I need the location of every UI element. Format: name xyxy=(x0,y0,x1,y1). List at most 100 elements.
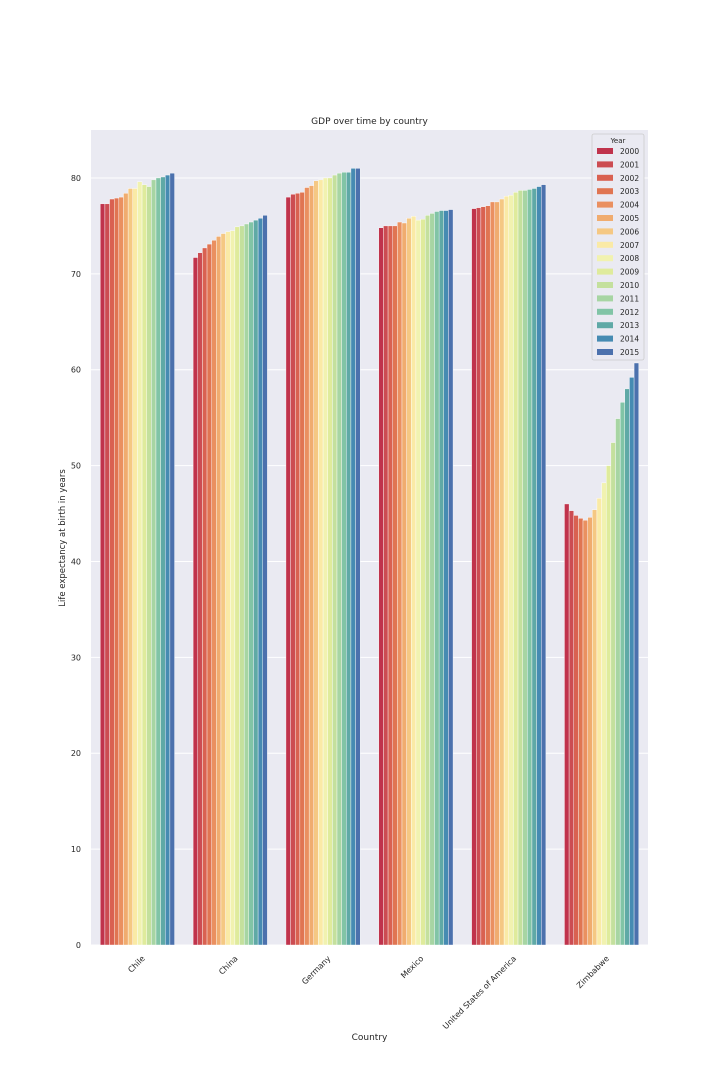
bar xyxy=(285,196,291,946)
legend-swatch xyxy=(597,174,613,181)
bar xyxy=(127,188,133,946)
x-tick-label: Mexico xyxy=(399,954,425,980)
bar xyxy=(308,185,314,946)
bar xyxy=(132,188,138,946)
bar xyxy=(615,418,621,946)
bar xyxy=(629,377,635,946)
bar xyxy=(304,187,310,946)
bar xyxy=(230,230,236,946)
bar xyxy=(299,192,305,946)
bar xyxy=(104,203,110,946)
bar xyxy=(341,171,347,946)
bar xyxy=(295,193,301,946)
bar xyxy=(165,174,171,946)
y-tick-labels: 0 10 20 30 40 50 60 70 80 xyxy=(71,174,81,950)
chart-title: GDP over time by country xyxy=(311,117,428,127)
legend-entry: 2006 xyxy=(620,227,639,236)
x-tick-labels: Chile China Germany Mexico United States of … xyxy=(126,954,611,1031)
bar xyxy=(239,225,245,946)
bar xyxy=(564,503,570,946)
bar xyxy=(192,257,198,946)
bar xyxy=(471,208,477,946)
legend-swatch xyxy=(597,282,613,288)
legend-entry: 2012 xyxy=(620,308,639,317)
bar xyxy=(527,189,533,946)
bar xyxy=(327,177,333,946)
bar xyxy=(257,218,263,946)
x-tick-label: Germany xyxy=(300,954,333,987)
bar xyxy=(392,225,398,946)
x-axis-label: Country xyxy=(352,1033,388,1043)
bar xyxy=(253,219,259,946)
bar xyxy=(100,203,106,946)
bar xyxy=(397,221,403,946)
bar xyxy=(568,510,574,946)
bar xyxy=(619,402,625,946)
bar xyxy=(318,179,324,946)
bar xyxy=(202,247,208,946)
bar xyxy=(624,388,630,946)
gridlines xyxy=(91,177,648,946)
legend-entry: 2004 xyxy=(620,201,639,210)
bar xyxy=(197,252,203,946)
bar xyxy=(114,197,120,946)
legend-swatch xyxy=(597,241,613,248)
bar xyxy=(141,184,147,946)
bar xyxy=(243,223,250,946)
bar xyxy=(383,225,389,946)
bar xyxy=(118,196,124,946)
legend-swatch xyxy=(597,201,613,208)
bar xyxy=(522,190,528,946)
bar xyxy=(517,190,523,946)
bar xyxy=(434,211,440,946)
bar xyxy=(587,517,593,946)
bar xyxy=(541,184,547,946)
legend-swatch xyxy=(597,148,613,154)
bar xyxy=(425,215,431,946)
legend-entry: 2007 xyxy=(620,241,639,250)
bar xyxy=(438,210,444,946)
bar xyxy=(508,194,514,946)
bar xyxy=(531,188,537,946)
x-tick-label: China xyxy=(217,954,240,977)
y-tick-label: 70 xyxy=(71,270,81,279)
legend-entry: 2005 xyxy=(620,214,639,223)
bar xyxy=(633,362,639,946)
bar xyxy=(415,219,421,946)
y-tick-label: 10 xyxy=(71,845,81,854)
legend-swatch xyxy=(597,161,613,168)
y-tick-label: 40 xyxy=(71,557,81,566)
legend-entry: 2002 xyxy=(620,174,639,183)
bar xyxy=(513,192,519,946)
bar xyxy=(355,168,361,946)
x-tick-label: United States of America xyxy=(441,954,518,1031)
bar xyxy=(499,198,505,946)
bar xyxy=(406,218,412,946)
bar xyxy=(220,233,226,946)
bar xyxy=(401,222,407,946)
bar xyxy=(485,205,491,946)
y-tick-label: 80 xyxy=(71,174,81,183)
legend-title: Year xyxy=(610,137,626,145)
bar xyxy=(592,509,598,946)
bar xyxy=(225,231,231,946)
x-tick-label: Chile xyxy=(126,954,147,975)
bar xyxy=(448,209,454,946)
legend-entry: 2003 xyxy=(620,187,639,196)
legend-swatch xyxy=(597,228,613,235)
legend: Year 2000 2001 2002 2003 2004 2005 2006 2007 200… xyxy=(591,133,645,361)
bar xyxy=(346,171,352,946)
bar xyxy=(480,206,486,946)
y-tick-label: 20 xyxy=(71,749,81,758)
bar xyxy=(536,186,542,946)
bar xyxy=(313,180,319,946)
bar xyxy=(123,193,129,946)
bar xyxy=(155,177,161,946)
y-tick-label: 50 xyxy=(71,462,81,471)
bar xyxy=(206,243,212,946)
bar xyxy=(429,213,435,946)
bar xyxy=(503,195,509,946)
bar xyxy=(573,515,579,946)
bar xyxy=(350,168,356,946)
